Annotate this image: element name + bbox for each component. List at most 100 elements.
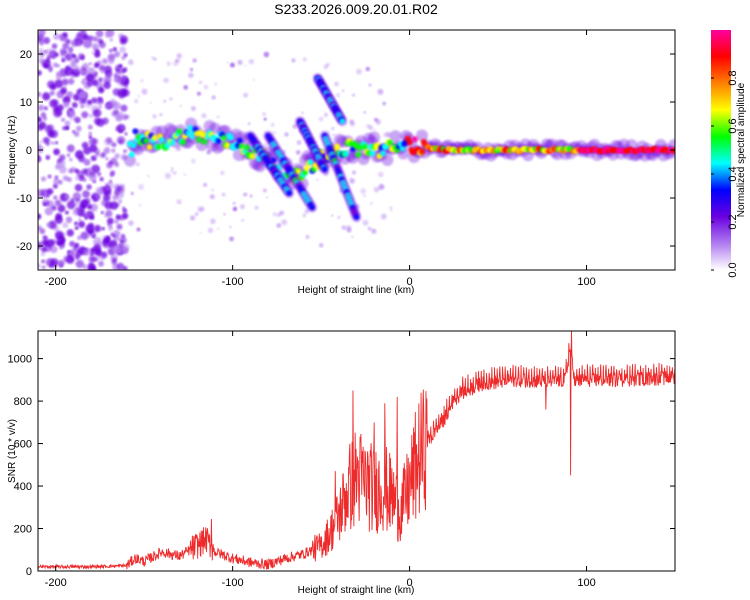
spectrogram-band-core xyxy=(387,139,394,146)
spectrogram-band-core xyxy=(176,128,183,135)
spectrogram-noise-mark xyxy=(116,123,126,133)
spectrogram-noise-mark xyxy=(120,104,128,112)
spectrogram-band-core xyxy=(418,148,425,155)
spectrogram-noise-mark xyxy=(101,69,105,74)
spectrogram-noise-mark xyxy=(119,239,124,244)
spectrogram-noise-mark xyxy=(38,47,44,53)
spectrogram-noise-mark xyxy=(92,36,99,42)
spectrogram-band-halo xyxy=(381,153,394,166)
spectrogram-faint-mark xyxy=(164,172,171,179)
spectrogram-faint-mark xyxy=(263,188,267,193)
spectrogram-noise-mark xyxy=(42,116,48,121)
spectrogram-noise-mark xyxy=(57,259,65,267)
spectrogram-noise-mark xyxy=(61,78,69,86)
spectrogram-noise-mark xyxy=(115,111,124,120)
spectrogram-noise-mark xyxy=(108,179,113,184)
spectrogram-noise-mark xyxy=(105,209,113,218)
spectrogram-noise-mark xyxy=(65,91,74,99)
spectrogram-noise-mark xyxy=(60,85,67,93)
spectrogram-noise-mark xyxy=(69,107,73,112)
spectrogram-faint-mark xyxy=(192,58,197,63)
spectrogram-faint-mark xyxy=(245,193,248,196)
spectrogram-band-core xyxy=(142,137,149,144)
spectrogram-noise-mark xyxy=(79,100,83,104)
spectrogram-noise-mark xyxy=(42,92,51,101)
snr-x-tick-label: -100 xyxy=(222,577,244,589)
spectrogram-faint-mark xyxy=(170,167,174,171)
spectrogram-faint-mark xyxy=(230,62,235,68)
spectrogram-noise-mark xyxy=(62,32,68,38)
spectrogram-noise-mark xyxy=(103,75,112,84)
spectrogram-faint-mark xyxy=(373,186,380,193)
spectrogram-noise-mark xyxy=(74,183,83,192)
spectrogram-noise-mark xyxy=(102,235,107,240)
snr-x-label: Height of straight line (km) xyxy=(298,585,415,596)
spectrogram-faint-mark xyxy=(170,170,173,173)
spectrogram-faint-mark xyxy=(201,113,207,119)
spectrogram-faint-mark xyxy=(362,219,369,226)
spectrogram-faint-mark xyxy=(360,188,367,195)
spectrogram-y-tick-label: -20 xyxy=(16,241,32,253)
spectrogram-noise-mark xyxy=(109,173,114,178)
spectrogram-faint-mark xyxy=(272,212,277,217)
spectrogram-noise-mark xyxy=(119,46,127,54)
spectrogram-band-core xyxy=(303,165,310,172)
spectrogram-faint-mark xyxy=(254,205,259,210)
snr-y-tick-label: 400 xyxy=(14,481,32,493)
spectrogram-band-core xyxy=(180,139,187,146)
spectrogram-noise-mark xyxy=(45,48,54,57)
spectrogram-noise-mark xyxy=(56,71,60,76)
spectrogram-noise-mark xyxy=(62,175,69,181)
spectrogram-noise-mark xyxy=(108,48,113,53)
spectrogram-faint-mark xyxy=(232,206,238,212)
spectrogram-y-tick-label: 0 xyxy=(26,145,32,157)
spectrogram-noise-mark xyxy=(91,42,99,50)
spectrogram-faint-mark xyxy=(183,85,189,90)
spectrogram-noise-mark xyxy=(83,248,91,256)
spectrogram-band-core xyxy=(130,142,137,149)
spectrogram-band-core xyxy=(169,139,176,146)
spectrogram-noise-mark xyxy=(121,55,126,61)
spectrogram-faint-mark xyxy=(210,218,216,224)
spectrogram-band-core xyxy=(243,144,250,151)
spectrogram-noise-mark xyxy=(53,178,59,185)
spectrogram-faint-mark xyxy=(352,170,356,175)
spectrogram-faint-mark xyxy=(374,117,378,122)
spectrogram-noise-mark xyxy=(118,64,123,68)
colorbar-gradient xyxy=(711,30,731,270)
spectrogram-band-core xyxy=(215,137,222,144)
spectrogram-noise-mark xyxy=(42,235,48,240)
spectrogram-band-halo xyxy=(368,131,381,144)
spectrogram-faint-mark xyxy=(191,158,196,164)
spectrogram-noise-mark xyxy=(66,153,71,157)
spectrogram-noise-mark xyxy=(108,160,114,166)
spectrogram-noise-mark xyxy=(67,46,74,53)
spectrogram-faint-mark xyxy=(124,114,130,120)
spectrogram-noise-mark xyxy=(102,58,108,65)
spectrogram-faint-mark xyxy=(291,58,296,63)
spectrogram-faint-mark xyxy=(248,58,254,65)
spectrogram-noise-mark xyxy=(74,116,81,124)
spectrogram-noise-mark xyxy=(111,148,116,153)
spectrogram-x-tick-label: -200 xyxy=(45,276,67,288)
spectrogram-band-halo xyxy=(397,147,410,160)
spectrogram-noise-mark xyxy=(112,245,122,254)
spectrogram-noise-mark xyxy=(45,239,55,248)
spectrogram-faint-mark xyxy=(377,171,384,178)
spectrogram-noise-mark xyxy=(115,186,122,193)
spectrogram-band-core xyxy=(355,151,362,158)
spectrogram-noise-mark xyxy=(63,101,70,108)
spectrogram-noise-mark xyxy=(118,129,123,134)
spectrogram-band-core xyxy=(406,139,413,146)
spectrogram-noise-mark xyxy=(124,132,128,136)
snr-y-tick-label: 200 xyxy=(14,524,32,536)
spectrogram-faint-mark xyxy=(302,57,307,62)
spectrogram-faint-mark xyxy=(296,140,302,145)
spectrogram-noise-mark xyxy=(55,53,59,57)
spectrogram-noise-mark xyxy=(109,100,117,108)
colorbar: 0.0 0.2 0.4 0.6 0.8 Normalized spectral ampl… xyxy=(711,30,747,278)
spectrogram-noise-mark xyxy=(98,105,102,109)
